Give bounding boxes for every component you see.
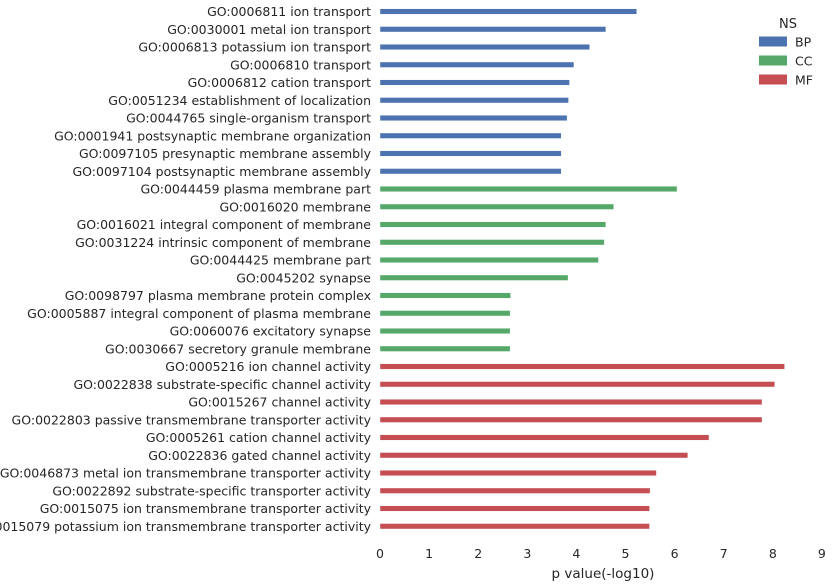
- y-tick-label: GO:0016020 membrane: [219, 199, 371, 214]
- bar: [379, 470, 657, 476]
- y-tick-label: GO:0006813 potassium ion transport: [138, 40, 371, 55]
- y-tick-label: GO:0045202 synapse: [236, 270, 371, 285]
- y-tick-label: GO:0030667 secretory granule membrane: [105, 341, 371, 356]
- legend-title: NS: [779, 17, 797, 32]
- bar: [379, 292, 511, 299]
- bar: [379, 416, 763, 423]
- bar: [379, 221, 607, 228]
- x-tick-label: 1: [425, 546, 433, 561]
- legend-entries: BP CC MF: [759, 35, 813, 88]
- bars-layer: [379, 8, 785, 530]
- y-tick-label: GO:0015267 channel activity: [188, 395, 371, 410]
- legend-label: CC: [795, 54, 813, 69]
- y-tick-label: GO:0005887 integral component of plasma …: [27, 306, 371, 321]
- y-tick-label: GO:0001941 postsynaptic membrane organiz…: [54, 128, 371, 143]
- bar: [379, 203, 614, 210]
- bar: [379, 381, 775, 388]
- x-tick-label: 9: [818, 546, 826, 561]
- bar: [379, 150, 562, 157]
- bar: [379, 363, 785, 370]
- bar: [379, 487, 651, 494]
- y-tick-label: GO:0031224 intrinsic component of membra…: [75, 235, 371, 250]
- bar: [379, 61, 575, 68]
- bar: [379, 132, 562, 139]
- y-tick-label: GO:0015079 potassium ion transmembrane t…: [0, 519, 372, 534]
- x-tick-label: 5: [622, 546, 630, 561]
- y-tick-label: GO:0006810 transport: [230, 57, 371, 72]
- y-tick-label: GO:0044425 membrane part: [190, 253, 371, 268]
- y-tick-label: GO:0022838 substrate-specific channel ac…: [73, 377, 371, 392]
- y-tick-label: GO:0030001 metal ion transport: [167, 22, 371, 37]
- x-tick-label: 2: [474, 546, 482, 561]
- bar: [379, 168, 562, 175]
- y-tick-label: GO:0022892 substrate-specific transporte…: [52, 483, 371, 498]
- y-tick-label: GO:0051234 establishment of localization: [108, 93, 371, 108]
- y-tick-label: GO:0022803 passive transmembrane transpo…: [12, 412, 372, 427]
- bar: [379, 399, 763, 405]
- x-tick-label: 0: [376, 546, 384, 561]
- y-tick-label: GO:0005261 cation channel activity: [146, 430, 372, 445]
- x-tick-label: 3: [523, 546, 531, 561]
- y-tick-label: GO:0015075 ion transmembrane transporter…: [40, 501, 372, 516]
- bar: [379, 452, 689, 459]
- y-tick-label: GO:0022836 gated channel activity: [148, 448, 371, 463]
- bar: [379, 310, 511, 317]
- bar: [379, 239, 605, 246]
- legend: NS BP CC MF: [759, 17, 813, 88]
- y-tick-label: GO:0016021 integral component of membran…: [77, 217, 372, 232]
- y-tick-label: GO:0006811 ion transport: [207, 4, 371, 19]
- bar: [379, 505, 650, 512]
- bar: [379, 257, 599, 263]
- bar: [379, 79, 570, 86]
- x-tick-label: 4: [572, 546, 580, 561]
- legend-label: BP: [795, 35, 812, 50]
- y-tick-label: GO:0097105 presynaptic membrane assembly: [79, 146, 372, 161]
- legend-swatch: [759, 55, 787, 66]
- bar: [379, 26, 607, 33]
- y-tick-label: GO:0044765 single-organism transport: [126, 111, 371, 126]
- x-tick-label: 7: [720, 546, 728, 561]
- bar: [379, 97, 569, 104]
- x-tick-label: 6: [671, 546, 679, 561]
- y-tick-label: GO:0046873 metal ion transmembrane trans…: [0, 466, 372, 481]
- y-tick-label: GO:0006812 cation transport: [188, 75, 371, 90]
- bar: [379, 8, 637, 15]
- bar: [379, 44, 590, 50]
- x-tick-label: 8: [769, 546, 777, 561]
- bar: [379, 115, 568, 121]
- bar: [379, 186, 678, 192]
- bar: [379, 434, 710, 441]
- legend-swatch: [759, 36, 787, 47]
- y-tick-label: GO:0060076 excitatory synapse: [170, 324, 372, 339]
- y-tick-label: GO:0097104 postsynaptic membrane assembl…: [72, 164, 371, 179]
- bar: [379, 345, 511, 352]
- bar: [379, 523, 650, 530]
- bar: [379, 328, 511, 334]
- y-tick-label: GO:0005216 ion channel activity: [165, 359, 371, 374]
- legend-label: MF: [795, 73, 813, 88]
- y-tick-label: GO:0044459 plasma membrane part: [140, 182, 371, 197]
- x-axis-label: p value(-log10): [552, 566, 655, 582]
- y-tick-labels: GO:0006811 ion transport GO:0030001 metal…: [0, 4, 372, 534]
- legend-swatch: [759, 74, 787, 85]
- bar: [379, 274, 569, 281]
- x-tick-labels: 0 1 2 3 4 5 6 7 8 9: [376, 546, 826, 561]
- y-tick-label: GO:0098797 plasma membrane protein compl…: [65, 288, 371, 303]
